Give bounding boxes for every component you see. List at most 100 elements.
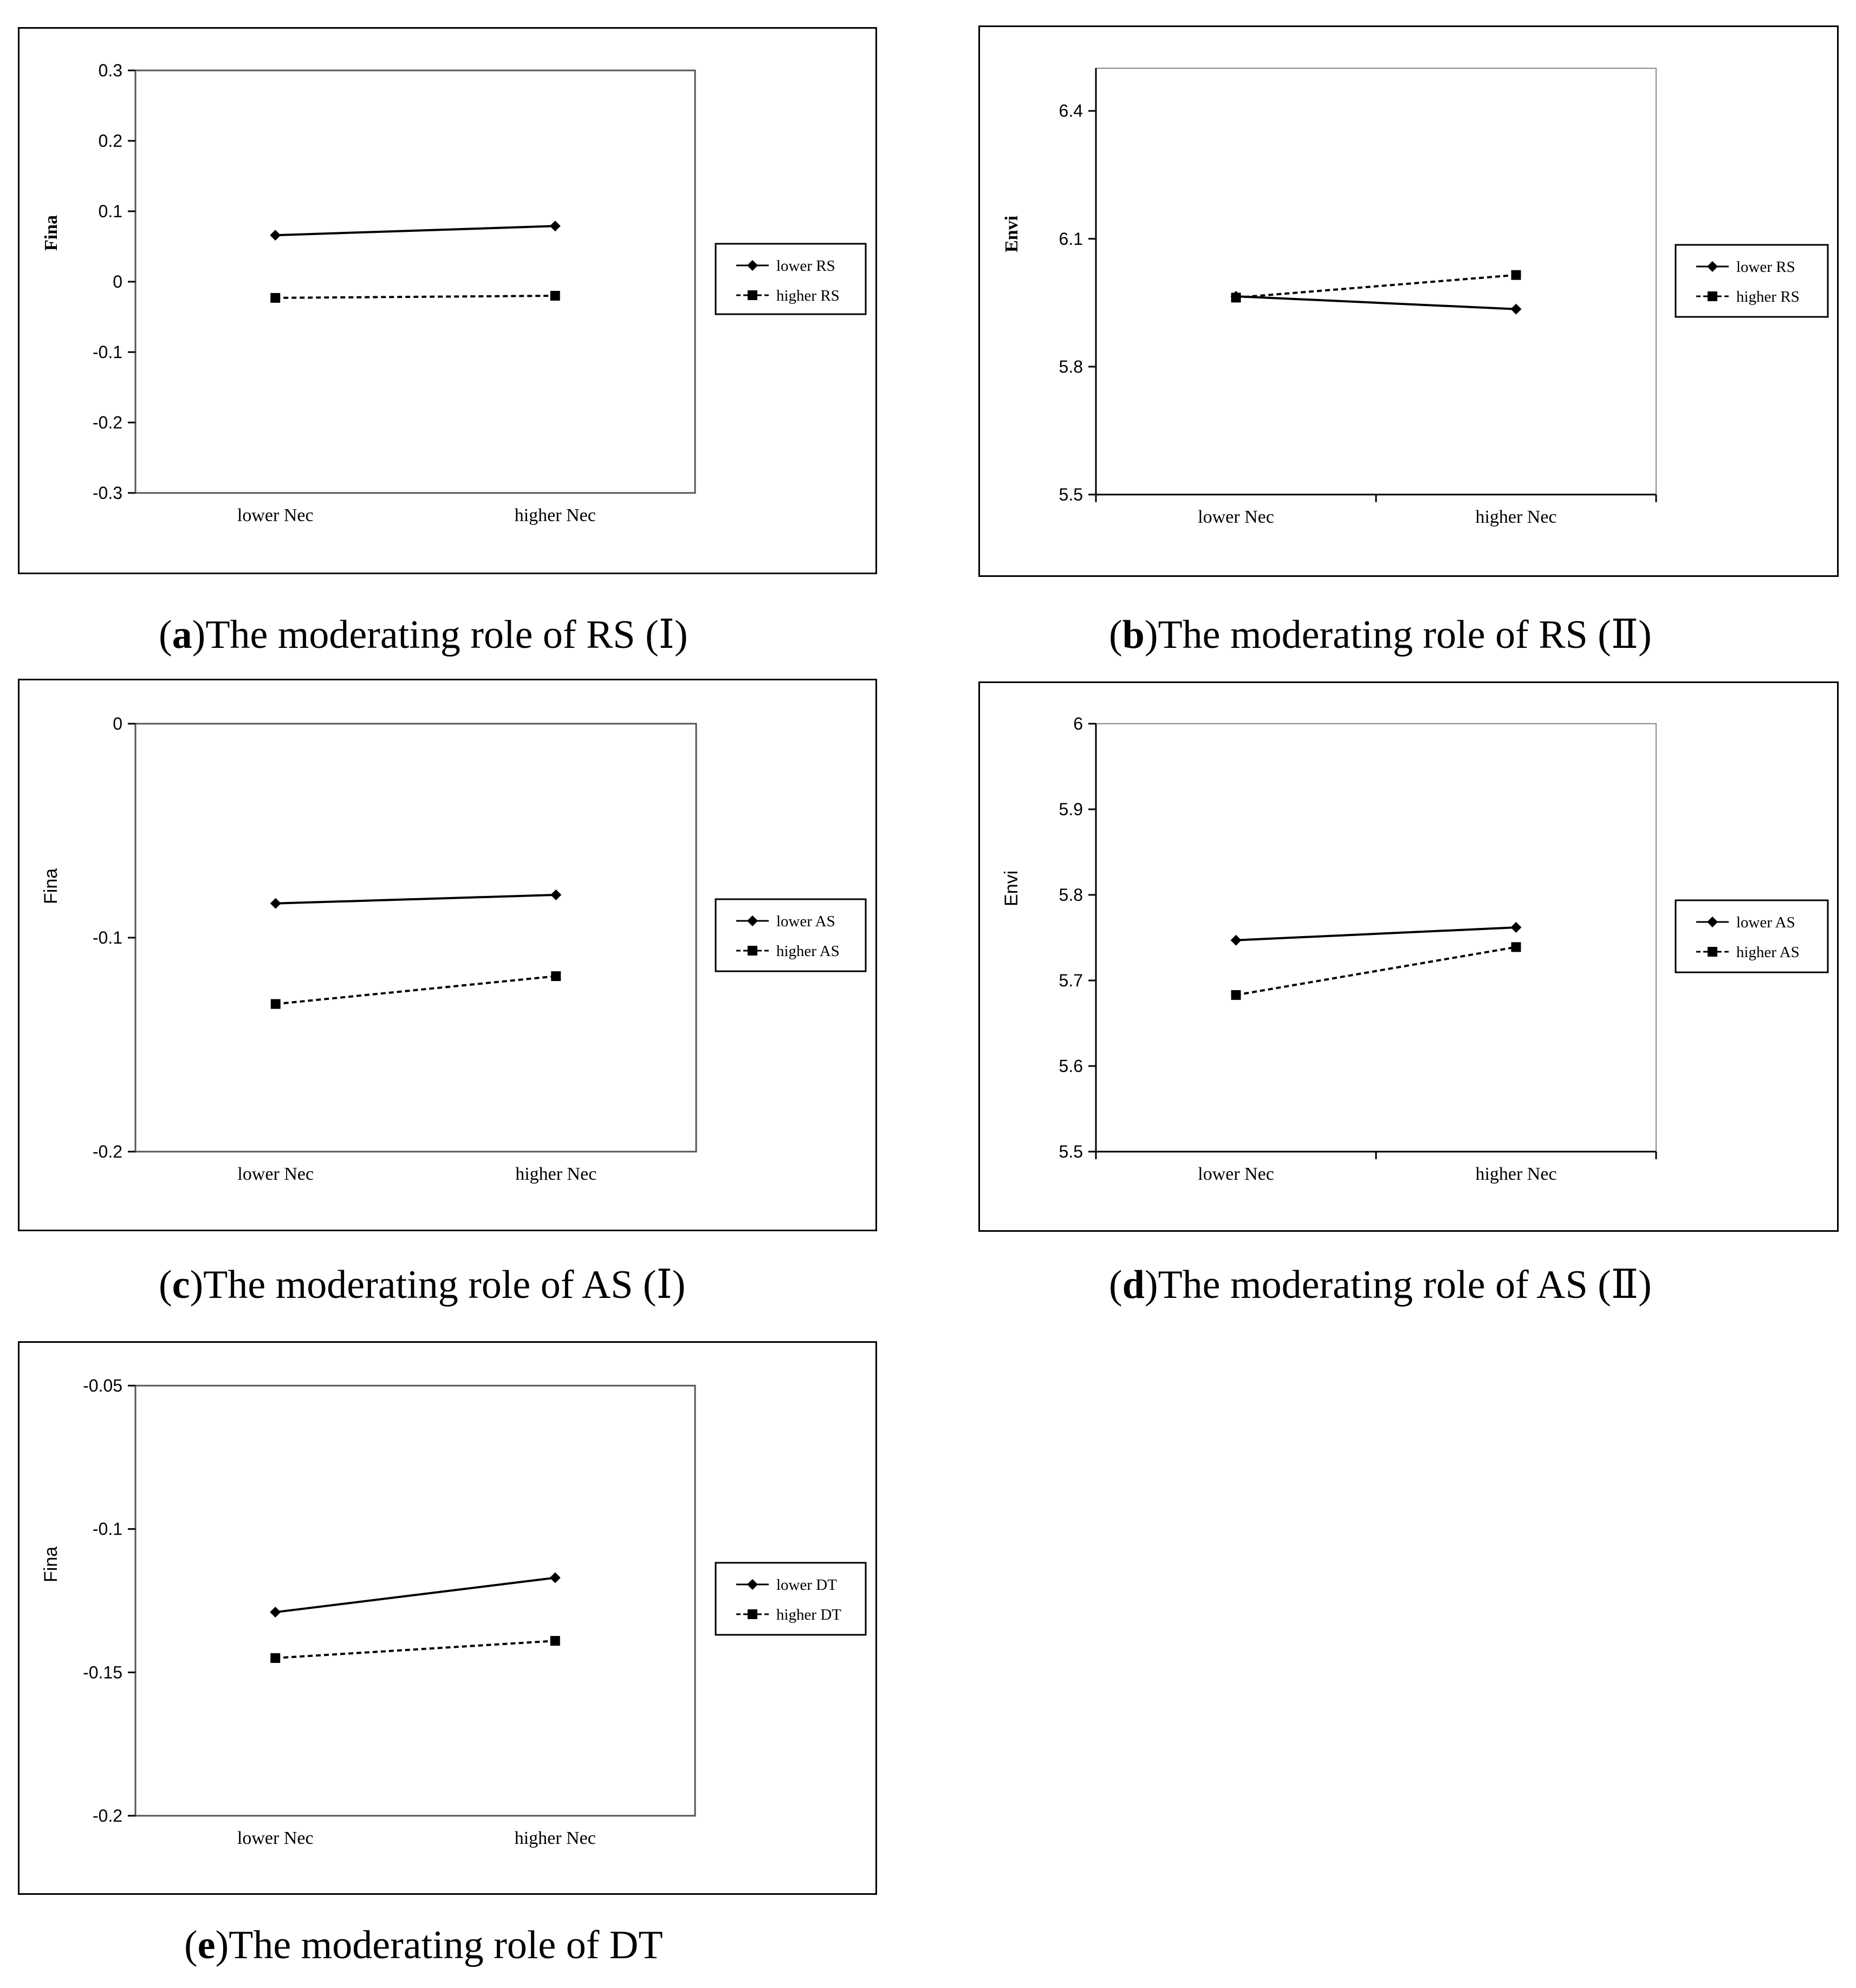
series-lower-rs: [270, 220, 561, 241]
x-tick-label: lower Nec: [1198, 1164, 1274, 1184]
y-tick-label: 0.2: [99, 131, 122, 151]
caption-c: (c)The moderating role of AS (Ⅰ): [159, 1263, 686, 1307]
data-point: [270, 1653, 281, 1663]
y-tick-label: -0.1: [93, 342, 122, 362]
y-tick-label: 6.4: [1059, 101, 1083, 121]
legend: lower AS higher AS: [1675, 899, 1829, 973]
y-tick-label: -0.1: [93, 1519, 122, 1539]
y-tick-label: 0: [113, 714, 122, 733]
data-point: [550, 291, 560, 301]
legend-label: lower DT: [776, 1576, 837, 1594]
plot-border: [1095, 68, 1657, 495]
data-point: [549, 220, 561, 232]
data-point: [550, 889, 562, 900]
data-point: [1511, 942, 1521, 952]
legend-label: lower AS: [776, 913, 835, 930]
y-tick-label: -0.15: [83, 1662, 122, 1682]
plot-border: [134, 1385, 696, 1817]
data-point: [270, 898, 281, 909]
x-tick-label: higher Nec: [1475, 1164, 1556, 1184]
legend: lower RS higher RS: [1675, 244, 1829, 318]
y-axis-label: Fina: [41, 868, 61, 904]
y-tick-label: 0.3: [99, 61, 122, 80]
y-tick-label: 5.5: [1059, 1142, 1083, 1161]
series-lower-as: [1230, 922, 1522, 946]
y-tick-label: -0.2: [93, 1142, 122, 1161]
y-tick-label: -0.1: [93, 928, 122, 947]
y-tick-label: 5.9: [1059, 800, 1083, 819]
x-tick-label: higher Nec: [515, 1828, 596, 1848]
x-tick-label: higher Nec: [515, 505, 596, 525]
legend-marker: [747, 915, 758, 926]
legend: lower DT higher DT: [715, 1562, 867, 1636]
caption-a: (a)The moderating role of RS (Ⅰ): [159, 613, 688, 657]
legend: lower AS higher AS: [715, 898, 867, 972]
y-tick-label: 5.5: [1059, 485, 1083, 504]
y-axis-label: Envi: [1002, 216, 1022, 252]
series-lower-as: [270, 889, 562, 909]
legend-box: [1675, 899, 1829, 973]
legend-box: [715, 1562, 867, 1636]
y-tick-label: 5.8: [1059, 885, 1083, 905]
data-point: [1230, 934, 1242, 946]
data-point: [1231, 293, 1241, 303]
series-line: [275, 1576, 555, 1614]
series-line: [1236, 946, 1516, 996]
y-tick-label: -0.3: [93, 483, 122, 503]
series-line: [1236, 926, 1516, 941]
legend-box: [715, 243, 867, 315]
series-higher-rs: [1231, 270, 1521, 303]
x-tick-label: higher Nec: [1475, 507, 1556, 527]
data-point: [270, 999, 281, 1009]
y-tick-label: 0.1: [99, 202, 122, 221]
legend-marker: [1707, 261, 1718, 272]
y-tick-label: 6.1: [1059, 229, 1083, 249]
y-axis-label: Envi: [1001, 870, 1022, 906]
series-lower-dt: [270, 1572, 561, 1618]
data-point: [1231, 990, 1241, 1000]
y-tick-label: 6: [1073, 714, 1083, 733]
legend-marker: [747, 1579, 758, 1590]
legend-marker: [1708, 291, 1717, 301]
legend-marker: [1707, 917, 1718, 927]
chart-a: 0.3 0.2 0.1 0 -0.1 -0.2 -0.3 lower Nec higher Ne…: [41, 61, 867, 525]
caption-b: (b)The moderating role of RS (Ⅱ): [1109, 613, 1652, 657]
legend-marker: [748, 946, 757, 956]
legend-label: lower AS: [1736, 914, 1795, 931]
series-higher-as: [270, 971, 561, 1009]
series-higher-dt: [270, 1636, 560, 1663]
y-tick-label: -0.05: [83, 1376, 122, 1395]
y-axis-label: Fina: [41, 215, 61, 251]
legend-marker: [748, 1609, 757, 1619]
data-point: [551, 971, 561, 982]
chart-b: 6.4 6.1 5.8 5.5 lower Nec higher Nec Envi lower…: [1002, 68, 1829, 527]
legend-box: [715, 898, 867, 972]
legend-label: higher RS: [1736, 288, 1800, 306]
legend-marker: [1708, 947, 1717, 957]
plot-border: [134, 69, 696, 494]
legend: lower RS higher RS: [715, 243, 867, 315]
caption-d: (d)The moderating role of AS (Ⅱ): [1109, 1263, 1652, 1307]
legend-label: lower RS: [776, 257, 835, 275]
series-line: [275, 894, 556, 905]
series-lower-rs: [1230, 291, 1522, 315]
y-tick-label: 5.7: [1059, 971, 1083, 990]
series-line: [275, 295, 555, 299]
data-point: [1510, 922, 1522, 933]
series-higher-as: [1231, 942, 1521, 1000]
series-line: [1236, 274, 1516, 299]
data-point: [550, 1636, 560, 1646]
data-point: [549, 1572, 561, 1583]
legend-label: higher RS: [776, 287, 840, 304]
legend-marker: [747, 260, 758, 271]
caption-e: (e)The moderating role of DT: [184, 1923, 663, 1967]
x-tick-label: lower Nec: [1198, 507, 1274, 527]
series-line: [275, 1640, 555, 1659]
y-tick-label: 5.6: [1059, 1056, 1083, 1076]
legend-label: higher DT: [776, 1606, 841, 1623]
y-axis-label: Fina: [41, 1547, 61, 1582]
data-point: [270, 293, 281, 303]
chart-d: 6 5.9 5.8 5.7 5.6 5.5 lower Nec higher Nec Envi l…: [1001, 714, 1829, 1184]
legend-label: higher AS: [776, 943, 840, 960]
